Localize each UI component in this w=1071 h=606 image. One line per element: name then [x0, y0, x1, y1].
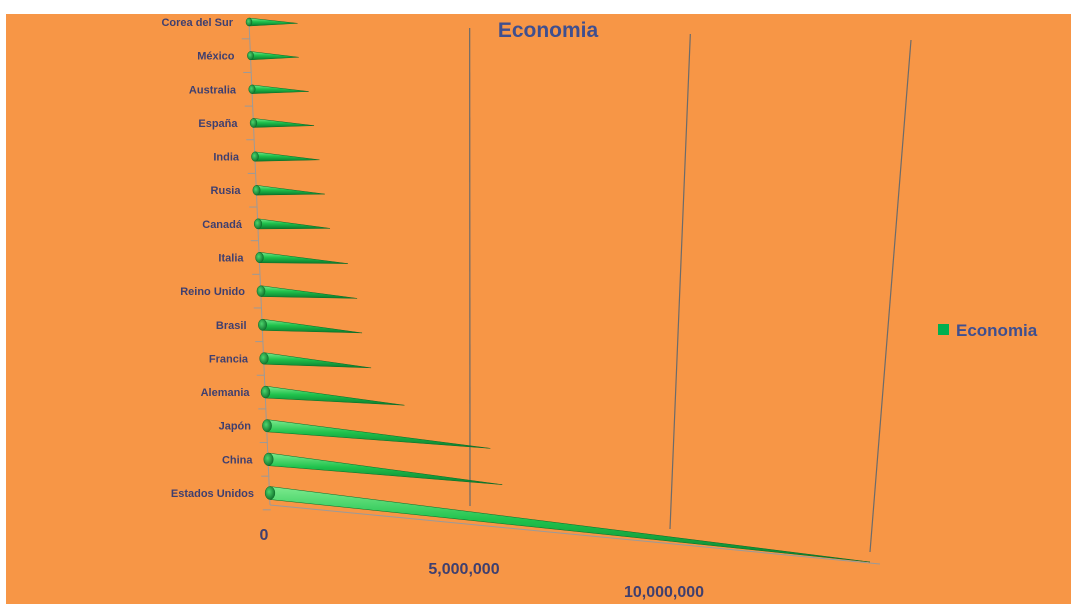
cone-body — [260, 285, 358, 299]
data-cones — [245, 17, 871, 563]
cone-body — [266, 419, 491, 449]
category-label: Canadá — [202, 219, 243, 231]
cone-base — [255, 252, 264, 263]
gridline — [669, 33, 691, 530]
cone-base — [264, 486, 276, 500]
cone-body — [263, 352, 372, 369]
cone-body — [250, 51, 299, 61]
category-axis-line — [248, 21, 271, 506]
cone-bar — [245, 17, 298, 27]
cone-base — [260, 385, 271, 399]
cone-bar — [248, 84, 309, 94]
cone-body — [269, 486, 871, 563]
cone-body — [248, 17, 298, 27]
value-tick-label: 10,000,000 — [624, 584, 704, 601]
cone-base — [248, 84, 256, 94]
gridline — [869, 39, 912, 553]
category-label: China — [222, 454, 253, 466]
category-label: España — [198, 118, 238, 130]
category-label: Italia — [218, 253, 244, 265]
cone-bar — [253, 218, 331, 230]
cone-base — [262, 419, 272, 433]
cone-body — [268, 452, 503, 485]
cone-base — [253, 218, 263, 230]
cone-base — [256, 285, 266, 297]
cone-bar — [262, 419, 491, 449]
category-axis — [241, 21, 881, 565]
cone-base — [263, 452, 274, 466]
category-labels: Estados Unidos China Japón Alemania Francia B… — [161, 17, 254, 500]
cone-body — [257, 218, 331, 230]
cone-base — [245, 17, 253, 27]
value-tick-label: 5,000,000 — [428, 561, 499, 578]
cone-body — [251, 84, 309, 94]
category-label: Reino Unido — [180, 286, 245, 298]
category-label: India — [213, 152, 240, 164]
legend-label: Economia — [956, 321, 1038, 340]
category-label: Australia — [189, 84, 237, 96]
cone-base — [249, 118, 258, 128]
cone-bar — [249, 118, 315, 128]
cone-body — [265, 385, 405, 406]
category-label: Alemania — [201, 387, 251, 399]
category-label: Rusia — [211, 185, 242, 197]
cone-bar — [258, 318, 363, 334]
cone-bar — [247, 51, 299, 61]
cone-body — [256, 185, 325, 196]
category-label: Brasil — [216, 320, 247, 332]
cone-bar — [255, 251, 348, 264]
value-tick-label: 0 — [260, 527, 269, 544]
cone-base — [252, 185, 261, 196]
cone-base — [258, 318, 267, 331]
cone-base — [259, 352, 269, 365]
chart-title: Economia — [498, 19, 599, 42]
value-axis-line — [269, 504, 881, 565]
category-label: Francia — [209, 353, 249, 365]
category-label: Estados Unidos — [171, 488, 254, 500]
cone-bar — [259, 352, 372, 369]
cone-bar — [263, 452, 503, 485]
legend: Economia — [938, 321, 1038, 340]
cone-bar — [256, 285, 358, 299]
category-label: Corea del Sur — [161, 17, 233, 29]
cone-bar-chart: Estados Unidos China Japón Alemania Francia B… — [161, 17, 1038, 601]
category-label: México — [197, 51, 235, 63]
cone-bar — [251, 151, 320, 162]
cone-bar — [264, 486, 871, 563]
chart-background: Estados Unidos China Japón Alemania Francia B… — [6, 14, 1071, 604]
cone-base — [247, 51, 254, 61]
cone-body — [262, 318, 363, 334]
legend-swatch — [938, 324, 949, 335]
cone-body — [253, 118, 315, 128]
cone-body — [259, 251, 348, 264]
cone-bar — [252, 185, 325, 196]
cone-body — [254, 151, 320, 162]
cone-base — [251, 151, 259, 162]
cone-bar — [260, 385, 405, 406]
category-label: Japón — [219, 421, 252, 433]
gridlines — [469, 27, 912, 553]
